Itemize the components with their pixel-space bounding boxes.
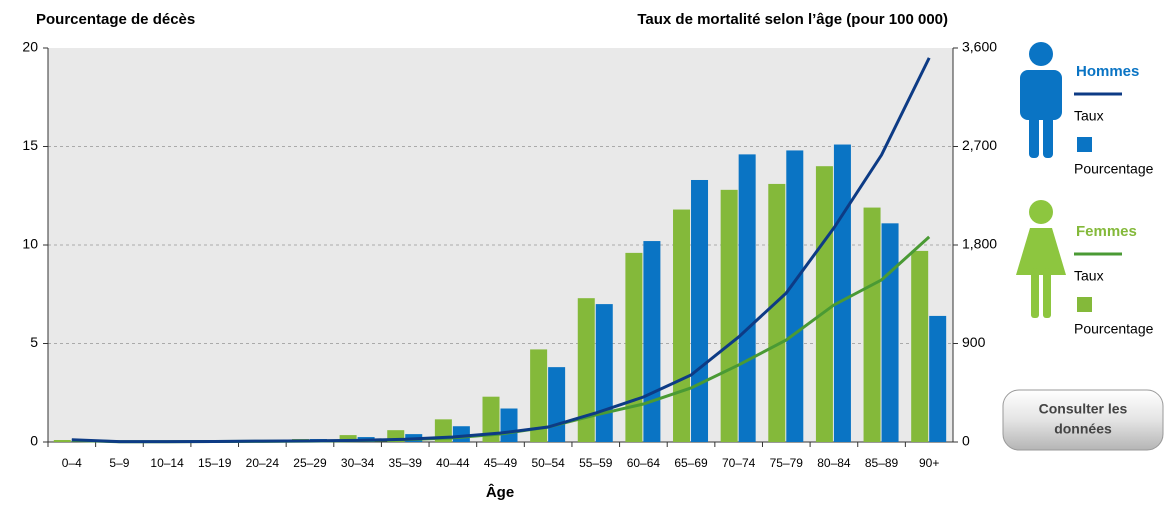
x-tick-label: 0–4 — [62, 456, 82, 470]
bar — [911, 250, 929, 442]
bar — [863, 207, 881, 442]
legend-label: Pourcentage — [1074, 161, 1154, 177]
bar — [881, 223, 899, 442]
y2-tick-label: 900 — [962, 334, 986, 350]
x-tick-label: 40–44 — [436, 456, 470, 470]
button-label[interactable]: Consulter les — [1039, 401, 1128, 417]
bar — [530, 349, 548, 442]
x-tick-label: 60–64 — [627, 456, 661, 470]
bar — [786, 150, 804, 442]
legend-group: Hommes — [1076, 63, 1139, 80]
legend-swatch — [1077, 137, 1092, 152]
legend-label: Taux — [1074, 108, 1104, 124]
bar — [673, 209, 691, 442]
y-axis-title: Pourcentage de décès — [36, 11, 195, 28]
x-tick-label: 5–9 — [109, 456, 129, 470]
man-icon — [1020, 42, 1062, 158]
bar — [643, 241, 661, 442]
x-axis-title: Âge — [486, 483, 514, 501]
x-tick-label: 50–54 — [531, 456, 565, 470]
x-tick-label: 70–74 — [722, 456, 756, 470]
bar — [691, 179, 709, 443]
bar — [720, 189, 738, 442]
y2-tick-label: 1,800 — [962, 236, 997, 252]
data-button[interactable]: Consulter les données — [1002, 389, 1164, 451]
bar — [482, 396, 500, 442]
woman-icon — [1016, 200, 1066, 318]
bar — [738, 154, 756, 442]
bar — [815, 166, 833, 442]
y-tick-label: 0 — [30, 433, 38, 449]
legend-label: Pourcentage — [1074, 321, 1154, 337]
bar — [929, 315, 947, 442]
bar — [387, 430, 405, 442]
x-tick-label: 75–79 — [770, 456, 804, 470]
legend-group: Femmes — [1076, 223, 1137, 240]
y-tick-label: 10 — [22, 236, 38, 252]
bar — [339, 435, 357, 442]
x-tick-label: 65–69 — [674, 456, 708, 470]
legend-swatch — [1077, 297, 1092, 312]
bar — [53, 440, 71, 442]
button-label[interactable]: données — [1054, 421, 1112, 437]
bar — [500, 408, 518, 442]
bar — [595, 304, 613, 442]
x-tick-label: 30–34 — [341, 456, 375, 470]
bar — [625, 252, 643, 442]
x-tick-label: 80–84 — [817, 456, 851, 470]
x-tick-label: 35–39 — [389, 456, 423, 470]
x-tick-label: 10–14 — [150, 456, 184, 470]
y-tick-label: 20 — [22, 39, 38, 55]
x-tick-label: 25–29 — [293, 456, 327, 470]
y2-tick-label: 2,700 — [962, 137, 997, 153]
x-tick-label: 90+ — [919, 456, 939, 470]
y-tick-label: 5 — [30, 334, 38, 350]
y2-tick-label: 3,600 — [962, 39, 997, 55]
y2-axis-title: Taux de mortalité selon l’âge (pour 100 … — [637, 11, 948, 28]
bar — [768, 183, 786, 442]
bar — [833, 144, 851, 442]
x-tick-label: 55–59 — [579, 456, 613, 470]
x-tick-label: 85–89 — [865, 456, 899, 470]
x-tick-label: 20–24 — [246, 456, 280, 470]
bar — [452, 426, 470, 442]
y-tick-label: 15 — [22, 137, 38, 153]
rate-line — [71, 57, 931, 444]
x-tick-label: 15–19 — [198, 456, 232, 470]
bar — [577, 298, 595, 442]
bar — [548, 367, 566, 442]
y2-tick-label: 0 — [962, 433, 970, 449]
legend-label: Taux — [1074, 268, 1104, 284]
x-tick-label: 45–49 — [484, 456, 518, 470]
